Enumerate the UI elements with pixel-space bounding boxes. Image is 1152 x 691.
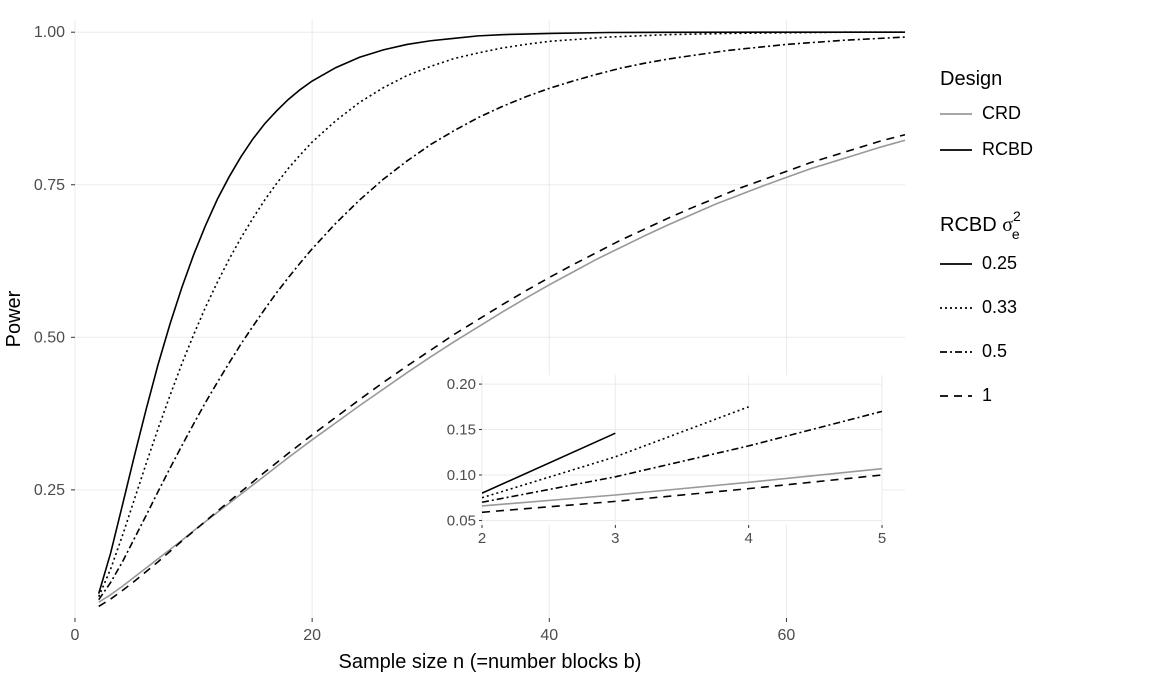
- svg-text:0.5: 0.5: [982, 341, 1007, 361]
- svg-text:0.25: 0.25: [34, 482, 65, 499]
- svg-text:0.50: 0.50: [34, 329, 65, 346]
- chart-svg: 0 20 40 60 0.25 0.50 0.75 1.00 Sample size n (=n…: [0, 0, 1152, 691]
- svg-text:40: 40: [540, 627, 558, 644]
- svg-text:Sample size n (=number blocks: Sample size n (=number blocks b): [339, 651, 642, 673]
- svg-text:Power: Power: [3, 290, 25, 347]
- svg-text:4: 4: [744, 530, 752, 547]
- svg-text:0.75: 0.75: [34, 177, 65, 194]
- svg-text:3: 3: [611, 530, 619, 547]
- svg-text:Design: Design: [940, 68, 1002, 90]
- svg-text:0.25: 0.25: [982, 253, 1017, 273]
- svg-text:5: 5: [878, 530, 886, 547]
- svg-text:0: 0: [71, 627, 80, 644]
- power-chart: 0 20 40 60 0.25 0.50 0.75 1.00 Sample size n (=n…: [0, 0, 1152, 691]
- svg-text:1.00: 1.00: [34, 24, 65, 41]
- svg-text:0.20: 0.20: [447, 376, 476, 393]
- svg-text:20: 20: [303, 627, 321, 644]
- svg-text:0.33: 0.33: [982, 297, 1017, 317]
- svg-text:0.10: 0.10: [447, 467, 476, 484]
- svg-text:CRD: CRD: [982, 103, 1021, 123]
- svg-text:60: 60: [778, 627, 796, 644]
- svg-text:2: 2: [478, 530, 486, 547]
- svg-text:RCBD: RCBD: [982, 139, 1033, 159]
- svg-text:0.15: 0.15: [447, 422, 476, 439]
- svg-text:0.05: 0.05: [447, 512, 476, 529]
- svg-text:1: 1: [982, 385, 992, 405]
